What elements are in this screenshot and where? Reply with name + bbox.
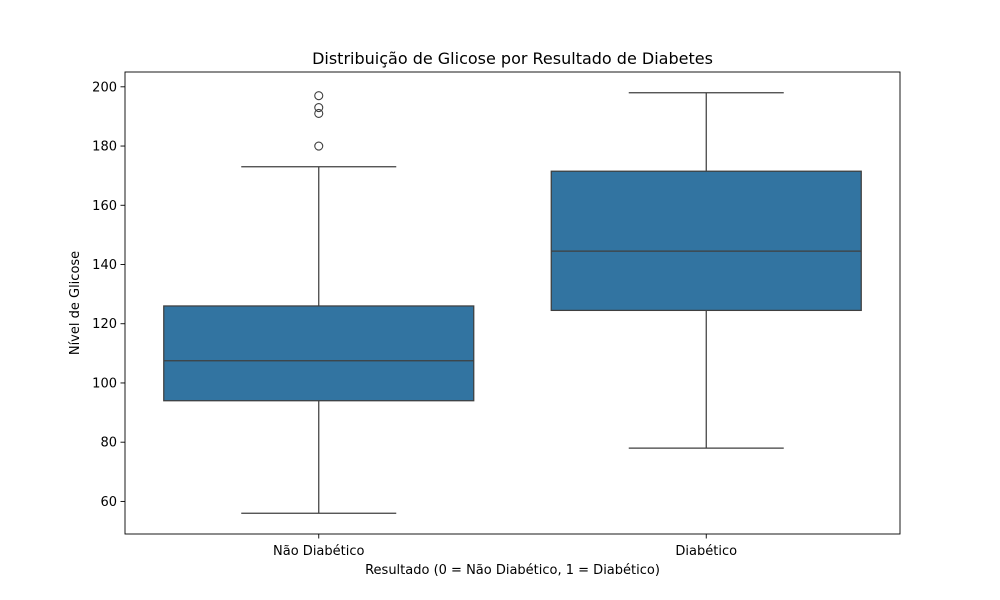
y-tick-label: 120 [92,317,117,332]
x-tick-label-diabetico: Diabético [675,544,737,559]
plot-area [163,91,862,514]
axes: Não Diabético Diabético 60 80 100 120 140 160 18… [92,71,901,559]
y-tick-label: 180 [92,140,117,155]
y-tick-label: 140 [92,258,117,273]
plot-frame [124,71,901,535]
outlier-point-nao-diabetico [314,141,324,151]
y-tick-label: 80 [100,436,117,451]
outlier-point-nao-diabetico [314,91,324,101]
box-iqr-nao-diabetico [163,305,475,402]
outlier-point-nao-diabetico [314,102,324,113]
x-axis-label: Resultado (0 = Não Diabético, 1 = Diabét… [365,563,660,578]
box-group-diabetico [550,92,862,449]
y-axis-label: Nível de Glicose [68,251,83,355]
y-tick-label: 100 [92,376,117,391]
box-iqr-diabetico [550,170,862,312]
y-tick-label: 160 [92,199,117,214]
outlier-point-nao-diabetico [314,108,324,119]
chart-title: Distribuição de Glicose por Resultado de… [312,49,713,68]
x-tick-label-nao-diabetico: Não Diabético [273,544,364,559]
box-group-nao-diabetico [163,91,475,514]
y-tick-label: 200 [92,80,117,95]
y-tick-label: 60 [100,495,117,510]
